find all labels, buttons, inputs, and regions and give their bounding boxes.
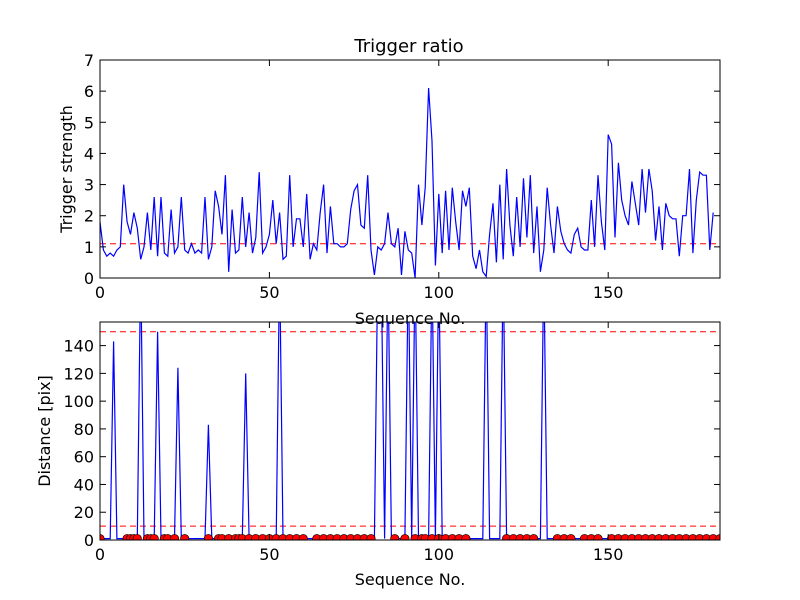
marker-point [529,534,539,540]
y-tick-label: 120 [63,364,94,383]
x-tick-label: 0 [95,283,105,302]
marker-point [180,534,190,540]
x-axis-label-2: Sequence No. [355,570,466,589]
y-axis-label-2: Distance [pix] [35,375,54,487]
marker-point [149,534,159,540]
trigger-ratio-plot: Trigger ratio 0 50 100 150 0 1 2 3 4 5 6 7 Sequence… [57,36,721,328]
marker-point [400,534,410,540]
distance-plot: 0 50 100 150 0 20 40 60 80 100 120 140 Sequence No.… [35,321,721,589]
ticks-2: 0 50 100 150 0 20 40 60 80 100 120 140 [63,322,720,564]
y-axis-label-1: Trigger strength [57,105,76,234]
x-tick-label: 150 [593,545,624,564]
y-tick-label: 140 [63,337,94,356]
ticks-1: 0 50 100 150 0 1 2 3 4 5 6 7 [84,51,720,302]
x-tick-label: 0 [95,545,105,564]
y-tick-label: 100 [63,392,94,411]
y-tick-label: 7 [84,51,94,70]
y-tick-label: 6 [84,82,94,101]
marker-point [132,534,142,540]
clip-region [100,322,720,540]
x-tick-label: 100 [424,283,455,302]
axes-frame-2 [99,321,721,541]
y-tick-label: 80 [74,420,94,439]
y-tick-label: 1 [84,238,94,257]
clip-region [100,87,720,278]
series-line-0 [100,322,720,540]
x-tick-label: 50 [259,283,279,302]
marker-point [170,534,180,540]
plot-area-1 [100,87,720,278]
y-tick-label: 60 [74,448,94,467]
y-tick-label: 0 [84,531,94,550]
marker-point [461,534,471,540]
marker-point [366,534,376,540]
marker-point [298,534,308,540]
y-tick-label: 5 [84,113,94,132]
y-tick-label: 40 [74,475,94,494]
y-tick-label: 0 [84,269,94,288]
x-tick-label: 50 [259,545,279,564]
marker-point [203,534,213,540]
x-tick-label: 150 [593,283,624,302]
marker-point [566,534,576,540]
marker-point [593,534,603,540]
chart-title: Trigger ratio [353,36,463,57]
y-tick-label: 3 [84,176,94,195]
y-tick-label: 20 [74,503,94,522]
series-line-0 [100,87,714,278]
x-tick-label: 100 [424,545,455,564]
plot-area-2 [100,322,720,540]
x-axis-label-1: Sequence No. [355,309,466,328]
marker-point [390,534,400,540]
axes-frame-1 [99,59,721,279]
y-tick-label: 2 [84,207,94,226]
y-tick-label: 4 [84,144,94,163]
